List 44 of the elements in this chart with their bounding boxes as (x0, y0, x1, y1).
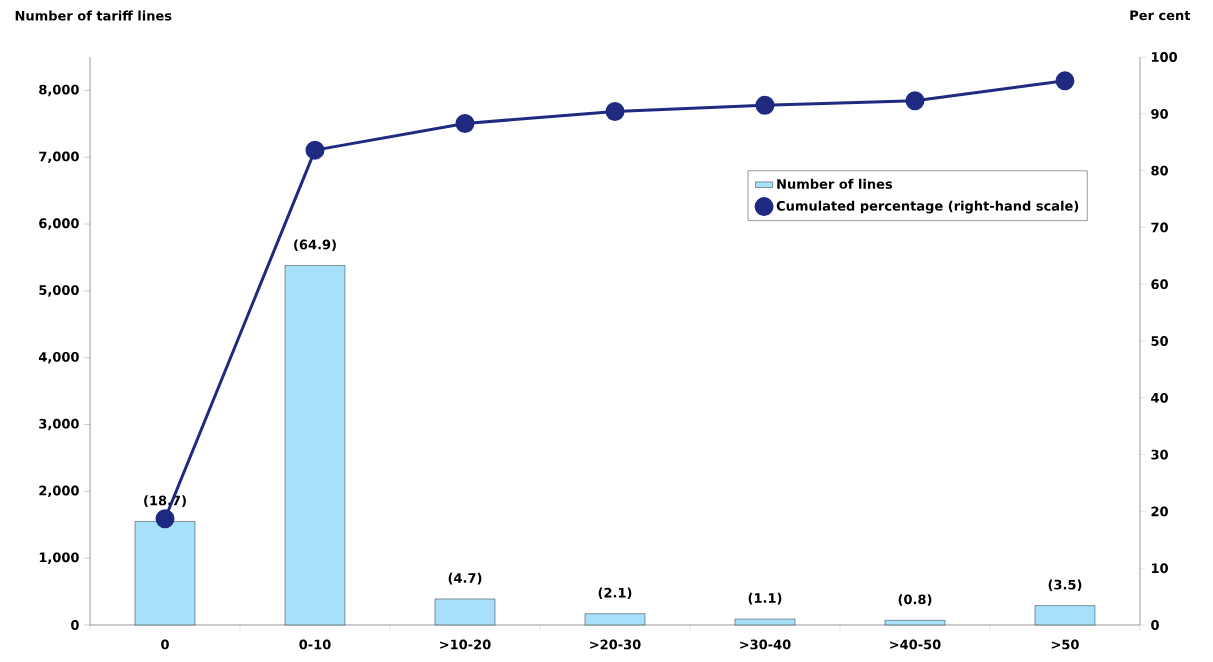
legend-label: Cumulated percentage (right-hand scale) (776, 200, 1079, 214)
x-tick-label: >40-50 (890, 639, 941, 650)
y2-tick-label: 40 (1151, 392, 1168, 403)
point (455, 113, 475, 133)
point (155, 509, 175, 529)
point (605, 102, 625, 122)
annotation: (0.8) (898, 594, 932, 606)
annotation: (64.9) (294, 239, 336, 251)
y2-tick-label: 20 (1151, 506, 1168, 517)
y-tick-label: 5,000 (39, 285, 79, 297)
annotation: (2.1) (598, 587, 632, 600)
annotation: (1.1) (748, 592, 782, 605)
annotation: (4.7) (448, 572, 482, 585)
x-tick-label: >30-40 (740, 639, 791, 650)
y2-tick-label: 70 (1151, 222, 1168, 233)
y2-tick-label: 80 (1151, 165, 1168, 176)
y2-tick-label: 60 (1151, 279, 1168, 290)
y-tick-label: 4,000 (38, 351, 79, 364)
x-tick-label: >50 (1051, 639, 1079, 650)
x-tick-label: 0 (161, 639, 169, 650)
y2-tick-label: 0 (1151, 620, 1159, 630)
y2-tick-label: 10 (1151, 563, 1168, 574)
y-tick-label: 1,000 (39, 552, 79, 564)
y2-tick-label: 90 (1151, 108, 1168, 119)
legend-label: Number of lines (777, 178, 893, 189)
y-tick-label: 6,000 (39, 218, 79, 230)
y2-axis-title: Per cent (1130, 10, 1191, 21)
y2-tick-label: 30 (1151, 449, 1168, 460)
y2-tick-label: 100 (1151, 52, 1178, 62)
x-tick-label: >20-30 (590, 639, 641, 650)
y-tick-label: 8,000 (39, 84, 79, 97)
y-axis-title: Number of tariff lines (15, 10, 172, 21)
y-tick-label: 0 (71, 620, 79, 630)
y-tick-label: 7,000 (39, 151, 79, 163)
point (305, 140, 325, 160)
point (755, 95, 775, 115)
x-tick-label: 0-10 (299, 639, 331, 650)
point (1055, 71, 1075, 91)
point (905, 91, 925, 111)
y-tick-label: 2,000 (39, 485, 79, 498)
y-tick-label: 3,000 (39, 418, 79, 431)
y2-tick-label: 50 (1151, 336, 1168, 346)
annotation: (3.5) (1048, 579, 1082, 592)
x-tick-label: >10-20 (440, 639, 491, 650)
